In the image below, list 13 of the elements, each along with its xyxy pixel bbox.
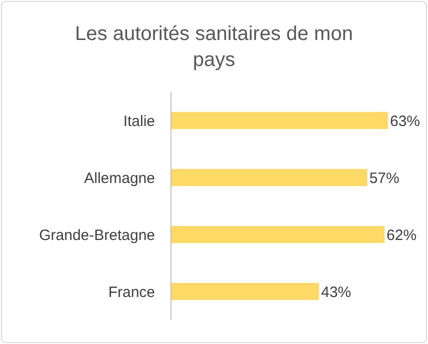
data-label: 43%: [321, 284, 352, 301]
chart-title: Les autorités sanitaires de mon pays: [75, 23, 353, 71]
y-tick-label: Italie: [123, 112, 155, 130]
data-label: 57%: [369, 170, 400, 187]
bar: [171, 112, 388, 130]
bar: [171, 226, 385, 244]
data-label: 62%: [386, 226, 417, 244]
y-tick-label: France: [108, 284, 155, 301]
y-tick-label: Grande-Bretagne: [39, 226, 155, 244]
bar: [171, 168, 368, 186]
bar: [171, 282, 320, 300]
y-tick-label: Allemagne: [84, 170, 155, 187]
data-label: 63%: [390, 112, 420, 130]
